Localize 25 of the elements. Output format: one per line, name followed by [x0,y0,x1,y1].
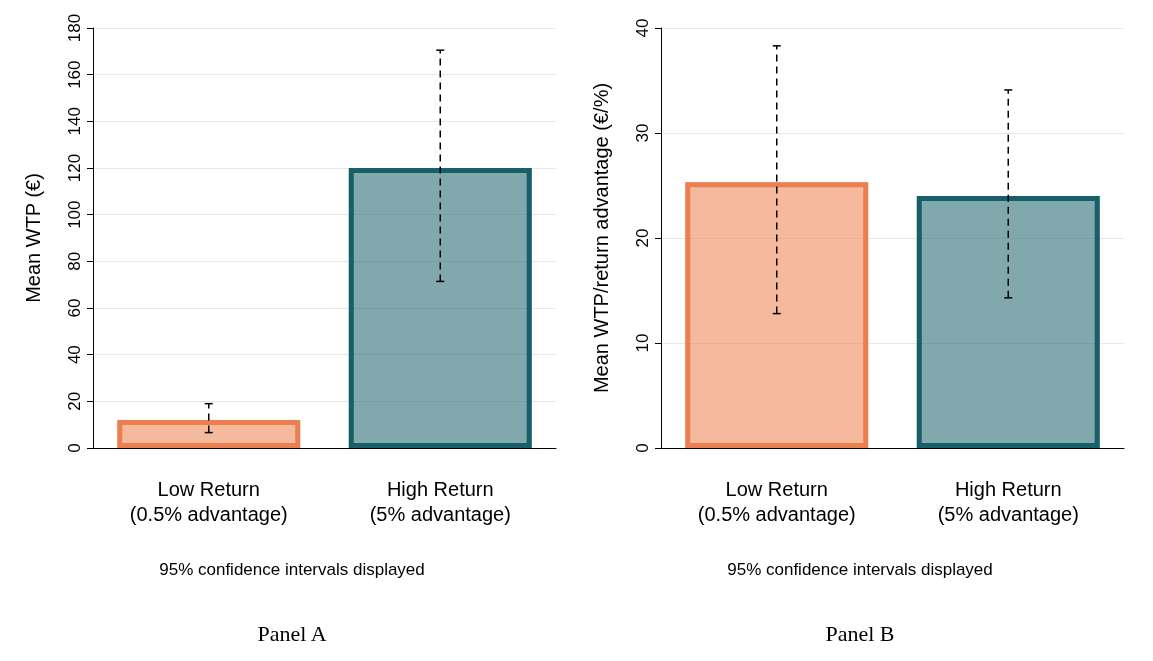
x-tick-label: High Return (5% advantage) [937,477,1079,525]
y-tick-label: 180 [65,13,84,43]
x-tick-label: Low Return (0.5% advantage) [129,477,288,525]
y-tick-label: 30 [633,123,652,143]
y-tick-label: 80 [65,251,84,271]
text: 95% confidence intervals displayed [727,560,993,579]
y-tick-label: 20 [633,228,652,248]
text: 95% confidence intervals displayed [159,560,425,579]
text: Panel B [825,620,895,646]
y-axis-title: Mean WTP/return advantage (€/%) [590,82,612,394]
x-tick-label: High Return (5% advantage) [369,477,511,525]
y-tick-label: 40 [633,18,652,38]
y-tick-label: 100 [65,200,84,229]
y-tick-label: 20 [65,391,84,411]
y-tick-label: 40 [65,345,84,365]
y-tick-label: 160 [65,60,84,89]
text: Panel A [257,620,327,646]
x-tick-label: Low Return (0.5% advantage) [697,477,856,525]
y-tick-label: 10 [633,333,652,353]
y-tick-label: 0 [65,443,84,453]
y-tick-label: 60 [65,298,84,318]
y-axis-title: Mean WTP (€) [22,173,44,303]
y-tick-label: 140 [65,107,84,136]
y-tick-label: 120 [65,153,84,183]
y-tick-label: 0 [633,443,652,453]
